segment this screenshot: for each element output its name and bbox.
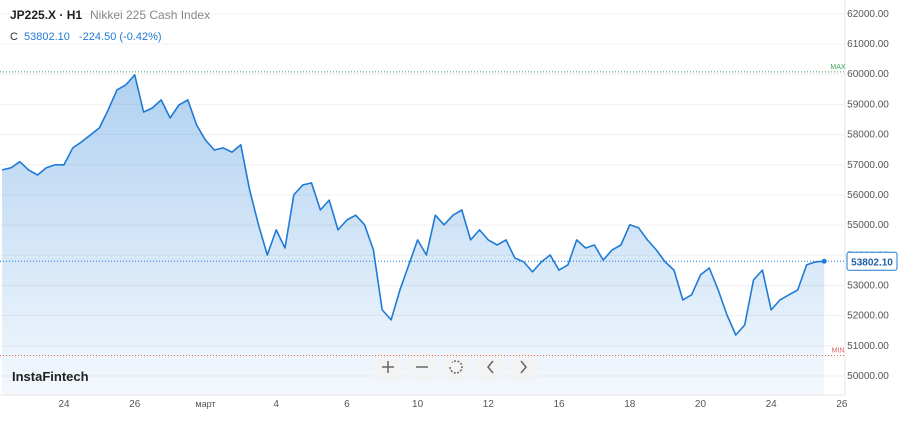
y-tick-label: 56000.00: [847, 190, 889, 201]
scroll-left-button[interactable]: [476, 353, 504, 381]
x-tick-label: 18: [624, 399, 636, 410]
brand-watermark: InstaFintech: [12, 369, 89, 384]
x-tick-label: 6: [344, 399, 350, 410]
x-tick-label: 20: [695, 399, 707, 410]
toolbar: [374, 353, 538, 381]
y-tick-label: 50000.00: [847, 371, 889, 382]
right-icon: [520, 360, 527, 374]
x-tick-label: 26: [129, 399, 141, 410]
y-tick-label: 59000.00: [847, 99, 889, 110]
area-fill: [2, 74, 825, 396]
y-tick-label: 53000.00: [847, 280, 889, 291]
y-tick-label: 62000.00: [847, 9, 889, 20]
close-value: 53802.10: [24, 31, 70, 43]
x-tick-label: 10: [412, 399, 424, 410]
reset-icon: [449, 360, 463, 374]
y-tick-label: 52000.00: [847, 311, 889, 322]
left-icon: [487, 360, 494, 374]
last-price-label: 53802.10: [851, 257, 893, 268]
plot: [1, 74, 827, 396]
max-line-label: MAX: [830, 64, 846, 71]
y-tick-label: 57000.00: [847, 160, 889, 171]
last-price-badge: [846, 251, 898, 271]
x-tick-label: март: [195, 399, 215, 409]
change: -224.50 (-0.42%): [79, 31, 162, 43]
x-tick-label: 24: [58, 399, 70, 410]
y-tick-label: 61000.00: [847, 39, 889, 50]
x-tick-label: 26: [836, 399, 848, 410]
close-prefix: C: [10, 31, 18, 43]
x-tick-label: 16: [553, 399, 565, 410]
price-line: [1, 74, 825, 336]
scroll-right-button[interactable]: [510, 353, 538, 381]
x-tick-label: 4: [273, 399, 279, 410]
plus-icon: [382, 361, 394, 373]
reset-button[interactable]: [442, 353, 470, 381]
y-tick-label: 51000.00: [847, 341, 889, 352]
min-line-label: MIN: [832, 347, 845, 354]
last-point: [821, 258, 827, 264]
symbol: JP225.X · H1: [10, 8, 82, 22]
y-tick-label: 58000.00: [847, 130, 889, 141]
x-tick-label: 12: [483, 399, 495, 410]
y-tick-label: 55000.00: [847, 220, 889, 231]
instrument-name: Nikkei 225 Cash Index: [90, 8, 210, 22]
y-tick-label: 60000.00: [847, 69, 889, 80]
x-tick-label: 24: [766, 399, 778, 410]
